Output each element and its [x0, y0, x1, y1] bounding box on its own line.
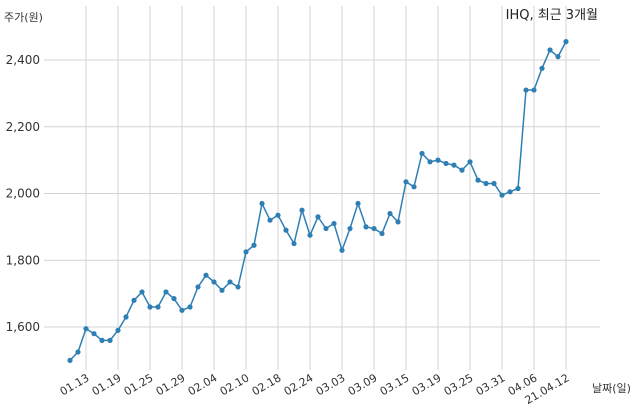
y-tick-label: 1,600 [6, 320, 40, 334]
data-point [555, 54, 561, 60]
data-point [363, 224, 369, 230]
data-point [467, 159, 473, 165]
data-point [139, 289, 145, 295]
data-point [435, 157, 441, 163]
data-point [355, 200, 361, 207]
data-point [339, 247, 345, 253]
data-point [275, 212, 281, 218]
data-point [491, 180, 497, 187]
data-point [291, 240, 297, 247]
x-tick-label: 03.25 [442, 371, 476, 398]
data-point [419, 150, 425, 157]
chart-title: IHQ, 최근 3개월 [505, 8, 598, 23]
x-tick-label: 03.09 [346, 371, 380, 398]
x-tick-label: 03.19 [410, 371, 444, 398]
data-point [123, 314, 129, 320]
data-point [251, 242, 257, 248]
data-point [187, 304, 193, 310]
data-point [483, 180, 489, 187]
data-point [259, 200, 265, 207]
data-points [67, 39, 569, 363]
data-point [331, 220, 337, 227]
data-point [283, 227, 289, 233]
y-tick-label: 2,400 [6, 53, 40, 67]
data-point [371, 225, 377, 232]
data-point [403, 179, 409, 185]
data-point [563, 39, 569, 45]
x-tick-label: 03.03 [314, 371, 348, 398]
data-point [531, 87, 537, 93]
data-point [267, 217, 273, 223]
data-point [203, 272, 209, 278]
grid-lines [44, 6, 600, 370]
data-point [243, 249, 249, 255]
data-point [67, 357, 73, 363]
data-point [131, 297, 137, 303]
data-point [347, 225, 353, 232]
data-point [395, 219, 401, 225]
data-point [539, 65, 545, 71]
y-tick-label: 2,000 [6, 187, 40, 201]
data-point [299, 207, 305, 213]
data-point [147, 304, 153, 310]
data-point [523, 87, 529, 93]
data-point [315, 214, 321, 220]
data-point [235, 284, 241, 290]
x-tick-label: 02.24 [282, 371, 316, 398]
data-point [427, 159, 433, 165]
data-point [475, 177, 481, 183]
x-axis-label: 날짜(일) [592, 382, 631, 395]
data-point [99, 337, 105, 343]
data-point [387, 210, 393, 217]
x-axis-ticks: 01.1301.1901.2501.2902.0402.1002.1802.24… [58, 371, 572, 407]
data-point [411, 184, 417, 190]
data-point [323, 225, 329, 232]
x-tick-label: 01.29 [154, 371, 188, 398]
data-point [499, 192, 505, 198]
x-tick-label: 03.31 [474, 371, 508, 398]
x-tick-label: 01.13 [58, 371, 92, 398]
data-point [155, 304, 161, 310]
series-line [69, 41, 567, 361]
data-point [179, 307, 185, 313]
y-tick-label: 1,800 [6, 253, 40, 267]
y-axis-ticks: 1,600 1,800 2,000 2,200 2,400 [6, 53, 40, 334]
x-tick-label: 02.10 [218, 371, 252, 398]
data-point [443, 160, 449, 167]
y-tick-label: 2,200 [6, 120, 40, 134]
data-point [451, 162, 457, 168]
data-point [115, 327, 121, 333]
data-point [163, 289, 169, 295]
data-point [107, 337, 113, 343]
data-point [75, 349, 81, 355]
y-axis-label: 주가(원) [4, 11, 43, 24]
data-point [379, 230, 385, 237]
x-tick-label: 03.15 [378, 371, 412, 398]
data-point [547, 47, 553, 53]
data-point [195, 284, 201, 290]
x-tick-label: 01.25 [122, 371, 156, 398]
data-point [211, 279, 217, 285]
data-point [171, 296, 177, 302]
data-point [83, 326, 89, 332]
data-point [219, 287, 225, 293]
data-point [515, 185, 521, 192]
x-tick-label: 02.04 [186, 371, 220, 398]
data-point [227, 279, 233, 285]
data-point [507, 189, 513, 195]
data-point [459, 167, 465, 173]
data-point [307, 232, 313, 238]
x-tick-label: 02.18 [250, 371, 284, 398]
x-tick-label: 01.19 [90, 371, 124, 398]
data-point [91, 331, 97, 337]
